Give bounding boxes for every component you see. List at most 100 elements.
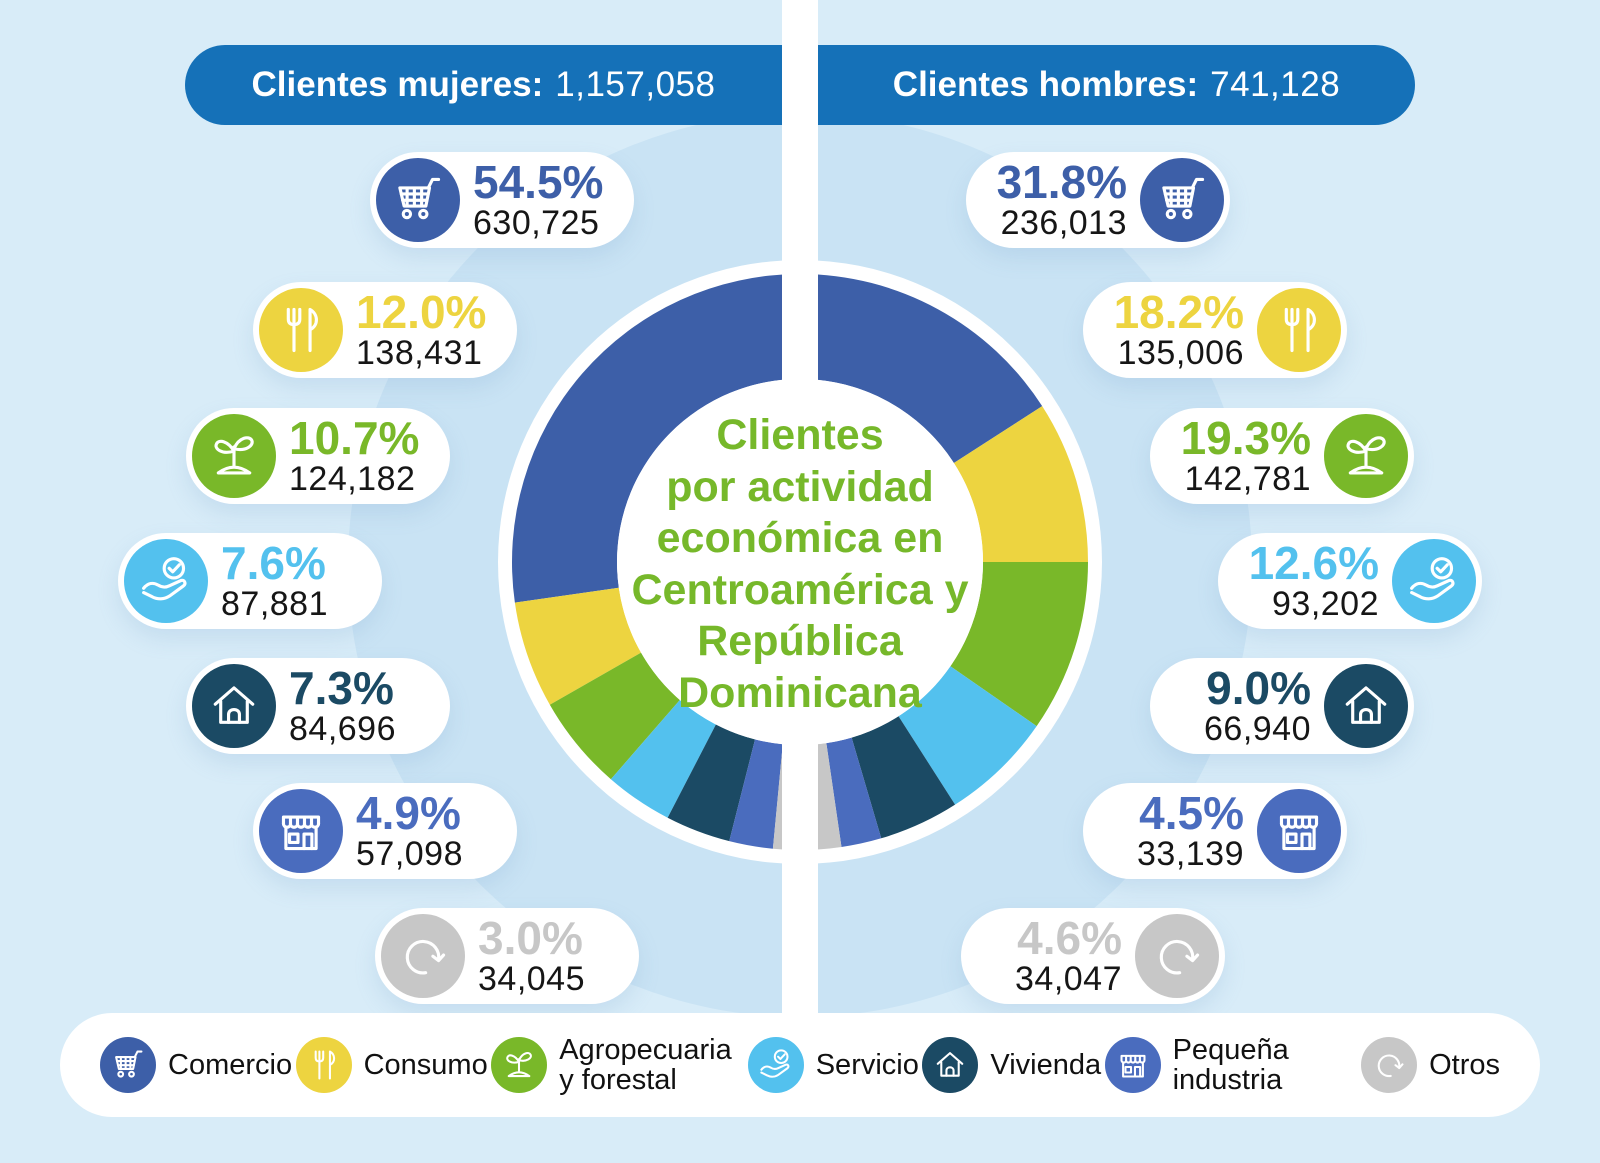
header-women-label: Clientes mujeres:	[251, 65, 544, 104]
stat-value: 236,013	[1000, 203, 1127, 242]
stat-percent: 7.6%	[221, 536, 326, 589]
stat-pill-women-consumo: 12.0% 138,431	[253, 282, 517, 378]
stat-pill-men-agropecuaria: 19.3% 142,781	[1150, 408, 1414, 504]
stat-percent: 4.5%	[1139, 786, 1244, 839]
legend-item-comercio: Comercio	[100, 1037, 292, 1093]
chart-title-line: Clientes	[716, 411, 884, 460]
chart-title-line: Centroamérica y	[631, 566, 969, 614]
store-icon	[1104, 1037, 1161, 1093]
donut-segment-hombres-comercio	[800, 274, 1043, 463]
cart-icon	[376, 158, 460, 242]
cutlery-icon	[295, 1037, 352, 1093]
store-icon	[1257, 789, 1341, 873]
cutlery-icon	[259, 288, 343, 372]
donut-segment-mujeres-agropecuaria	[549, 652, 680, 780]
stat-percent: 54.5%	[473, 155, 604, 208]
legend-label: Comercio	[168, 1048, 293, 1081]
stat-value: 124,182	[289, 459, 416, 498]
legend-item-otros: Otros	[1361, 1037, 1500, 1093]
stat-value: 57,098	[356, 834, 463, 873]
legend-label: Otros	[1429, 1048, 1500, 1081]
stat-pill-women-servicio: 7.6% 87,881	[118, 533, 382, 629]
header-men: Clientes hombres: 741,128	[818, 45, 1415, 125]
stat-value: 84,696	[289, 709, 396, 748]
donut-segment-hombres-vivienda	[851, 716, 956, 839]
stat-pill-men-pequena-industria: 4.5% 33,139	[1083, 783, 1347, 879]
stat-percent: 12.0%	[356, 285, 487, 338]
stat-percent: 4.9%	[356, 786, 461, 839]
donut-segment-hombres-consumo	[953, 406, 1088, 562]
stat-value: 34,047	[1015, 959, 1122, 998]
donut-segment-hombres-servicio	[898, 666, 1037, 805]
legend-item-pequena-industria: Pequeña industria	[1104, 1034, 1358, 1096]
cutlery-icon	[1257, 288, 1341, 372]
donut-hole	[617, 379, 983, 745]
legend-item-consumo: Consumo	[295, 1037, 488, 1093]
house-icon	[922, 1037, 979, 1093]
donut-segment-mujeres-servicio	[610, 700, 716, 818]
stat-value: 142,781	[1184, 459, 1311, 498]
stat-pill-women-pequena-industria: 4.9% 57,098	[253, 783, 517, 879]
stat-pill-women-vivienda: 7.3% 84,696	[186, 658, 450, 754]
stat-percent: 18.2%	[1113, 285, 1244, 338]
header-women-value: 1,157,058	[555, 65, 716, 104]
house-icon	[1324, 664, 1408, 748]
donut-segment-hombres-pequena_industria	[826, 737, 882, 847]
refresh-icon	[1135, 914, 1219, 998]
legend-bar: Comercio Consumo Agropecuaria y forestal…	[60, 1013, 1540, 1117]
stat-percent: 19.3%	[1180, 411, 1311, 464]
chart-title-line: Dominicana	[678, 669, 922, 718]
stat-value: 630,725	[473, 203, 600, 242]
stat-pill-women-agropecuaria: 10.7% 124,182	[186, 408, 450, 504]
chart-title-line: por actividad	[666, 462, 934, 511]
stat-value: 87,881	[221, 584, 328, 623]
stat-percent: 31.8%	[996, 155, 1127, 208]
legend-item-vivienda: Vivienda	[922, 1037, 1101, 1093]
plant-icon	[1324, 414, 1408, 498]
stat-percent: 9.0%	[1206, 661, 1311, 714]
stat-pill-men-otros: 4.6% 34,047	[961, 908, 1225, 1004]
plant-icon	[491, 1037, 548, 1093]
stat-value: 34,045	[478, 959, 585, 998]
chart-title-line: República	[697, 617, 903, 666]
stat-percent: 10.7%	[289, 411, 420, 464]
stat-pill-men-vivienda: 9.0% 66,940	[1150, 658, 1414, 754]
refresh-icon	[1361, 1037, 1418, 1093]
donut-segment-mujeres-consumo	[514, 587, 642, 705]
stat-value: 33,139	[1137, 834, 1244, 873]
stat-pill-men-comercio: 31.8% 236,013	[966, 152, 1230, 248]
legend-label: Vivienda	[990, 1048, 1102, 1081]
stat-value: 93,202	[1272, 584, 1379, 623]
stat-value: 66,940	[1204, 709, 1311, 748]
house-icon	[192, 664, 276, 748]
donut-segment-mujeres-comercio	[511, 274, 800, 603]
header-women: Clientes mujeres: 1,157,058	[185, 45, 782, 125]
stat-pill-women-otros: 3.0% 34,045	[375, 908, 639, 1004]
stat-percent: 4.6%	[1017, 911, 1122, 964]
cart-icon	[100, 1037, 156, 1093]
plant-icon	[192, 414, 276, 498]
header-men-value: 741,128	[1210, 65, 1341, 104]
donut-segment-hombres-agropecuaria	[950, 562, 1088, 727]
stat-percent: 7.3%	[289, 661, 394, 714]
donut-chart	[498, 252, 1102, 872]
hand-check-icon	[747, 1037, 804, 1093]
legend-item-servicio: Servicio	[747, 1037, 919, 1093]
store-icon	[259, 789, 343, 873]
legend-label: Consumo	[363, 1048, 488, 1081]
legend-label: Agropecuaria y forestal	[559, 1033, 732, 1096]
stat-percent: 3.0%	[478, 911, 583, 964]
stat-pill-women-comercio: 54.5% 630,725	[370, 152, 634, 248]
hand-check-icon	[124, 539, 208, 623]
legend-item-agropecuaria: Agropecuaria y forestal	[491, 1033, 744, 1096]
stat-pill-men-servicio: 12.6% 93,202	[1218, 533, 1482, 629]
header-men-label: Clientes hombres:	[892, 65, 1199, 104]
legend-label: Servicio	[815, 1048, 919, 1081]
chart-title-line: económica en	[656, 514, 944, 563]
stat-pill-men-consumo: 18.2% 135,006	[1083, 282, 1347, 378]
chart-title: Clientes por actividad económica en Cent…	[590, 410, 1010, 720]
donut-segment-mujeres-vivienda	[667, 724, 756, 842]
stat-percent: 12.6%	[1248, 536, 1379, 589]
refresh-icon	[381, 914, 465, 998]
